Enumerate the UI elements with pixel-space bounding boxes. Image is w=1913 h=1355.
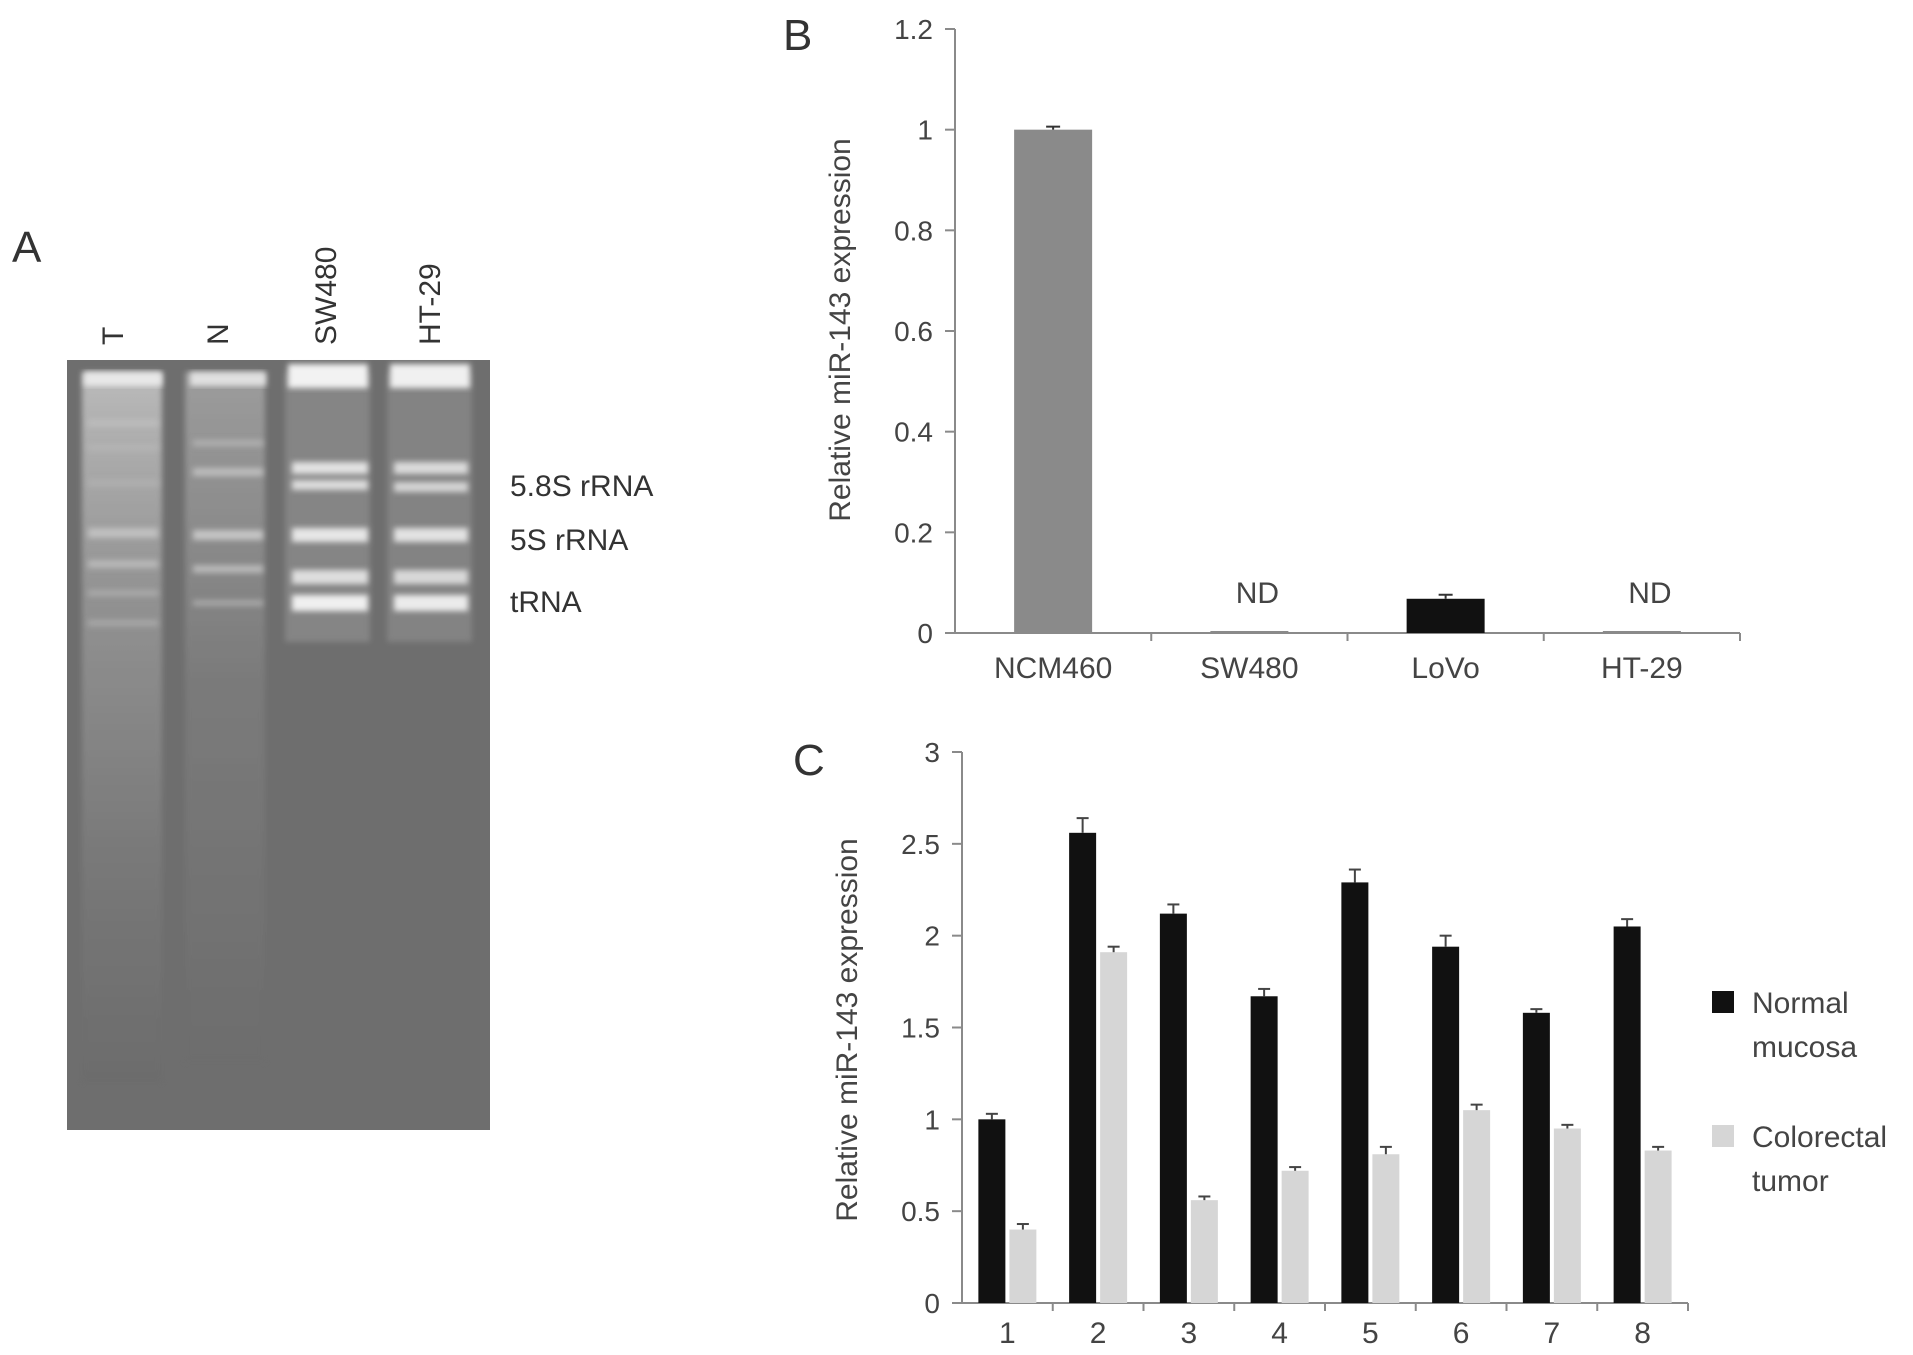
- gel-lane-n: [185, 372, 265, 1062]
- y-tick-label: 1: [917, 115, 933, 146]
- x-tick-label: HT-29: [1601, 652, 1683, 685]
- bar-colorectal-tumor: [1281, 1170, 1309, 1303]
- bar-ht-29: [1602, 630, 1681, 633]
- bar-ncm460: [1014, 129, 1093, 633]
- y-tick-label: 2.5: [901, 829, 940, 860]
- y-tick-label: 0.4: [894, 417, 933, 448]
- legend-label: mucosa: [1752, 1031, 1857, 1064]
- y-tick-label: 0.5: [901, 1196, 940, 1227]
- bar-normal-mucosa: [1159, 913, 1187, 1303]
- gel-band-label: 5S rRNA: [510, 524, 628, 557]
- x-tick-label: 6: [1453, 1317, 1470, 1350]
- bar-colorectal-tumor: [1644, 1150, 1672, 1303]
- gel-lane-label: T: [97, 327, 130, 345]
- panel-label-b: B: [783, 11, 812, 60]
- y-tick-label: 1: [924, 1104, 940, 1135]
- bar-normal-mucosa: [978, 1119, 1006, 1303]
- y-tick-label: 1.5: [901, 1013, 940, 1044]
- x-tick-label: 8: [1634, 1317, 1651, 1350]
- bar-colorectal-tumor: [1100, 952, 1128, 1303]
- y-tick-label: 0: [917, 618, 933, 649]
- bar-colorectal-tumor: [1463, 1110, 1491, 1303]
- bar-annotation: ND: [1628, 577, 1671, 610]
- y-tick-label: 0.6: [894, 316, 933, 347]
- bar-colorectal-tumor: [1553, 1128, 1581, 1303]
- legend-label: Normal: [1752, 987, 1849, 1020]
- legend-label: Colorectal: [1752, 1121, 1887, 1154]
- x-tick-label: 4: [1271, 1317, 1288, 1350]
- bar-normal-mucosa: [1069, 832, 1097, 1303]
- y-tick-label: 0.2: [894, 517, 933, 548]
- bar-annotation: ND: [1236, 577, 1279, 610]
- gel-band-label: 5.8S rRNA: [510, 470, 653, 503]
- panel-label-c: C: [793, 736, 825, 785]
- chart-b: 0 0.2 0.4 0.6 0.8 1 1.2 NCM460 ND SW480 LoVo ND HT-2…: [824, 14, 1741, 685]
- chart-c: 0 0.5 1 1.5 2 2.5 3 1 2 3 4 5 6 7 8 Relative miR-143 ex…: [831, 737, 1887, 1350]
- x-tick-label: SW480: [1200, 652, 1298, 685]
- gel-image: [67, 360, 490, 1130]
- legend-swatch: [1712, 991, 1734, 1013]
- x-tick-label: 3: [1181, 1317, 1198, 1350]
- x-tick-label: 7: [1544, 1317, 1561, 1350]
- bar-normal-mucosa: [1432, 946, 1460, 1303]
- panel-label-a: A: [12, 223, 42, 272]
- y-tick-label: 2: [924, 921, 940, 952]
- x-tick-label: 2: [1090, 1317, 1107, 1350]
- gel-lane-label: N: [202, 323, 235, 345]
- gel-lane-label: HT-29: [414, 263, 447, 345]
- y-tick-label: 0.8: [894, 215, 933, 246]
- legend-swatch: [1712, 1125, 1734, 1147]
- bar-normal-mucosa: [1250, 996, 1278, 1303]
- y-tick-label: 0: [924, 1288, 940, 1319]
- gel-lane-t: [82, 372, 162, 1082]
- x-tick-label: 1: [999, 1317, 1016, 1350]
- y-tick-label: 3: [924, 737, 940, 768]
- bar-normal-mucosa: [1522, 1012, 1550, 1303]
- x-tick-label: 5: [1362, 1317, 1379, 1350]
- x-tick-label: NCM460: [994, 652, 1112, 685]
- y-tick-label: 1.2: [894, 14, 933, 45]
- bar-normal-mucosa: [1613, 926, 1641, 1303]
- x-tick-label: LoVo: [1411, 652, 1479, 685]
- gel-lane-label: SW480: [310, 247, 343, 345]
- y-axis-title: Relative miR-143 expression: [824, 138, 857, 522]
- bar-normal-mucosa: [1341, 882, 1369, 1303]
- bar-colorectal-tumor: [1190, 1200, 1218, 1303]
- y-axis-title: Relative miR-143 expression: [831, 838, 864, 1222]
- legend-label: tumor: [1752, 1165, 1829, 1198]
- bar-lovo: [1406, 598, 1485, 633]
- gel-band-label: tRNA: [510, 586, 582, 619]
- bar-colorectal-tumor: [1009, 1229, 1037, 1303]
- bar-sw480: [1210, 630, 1289, 633]
- bar-colorectal-tumor: [1372, 1154, 1400, 1303]
